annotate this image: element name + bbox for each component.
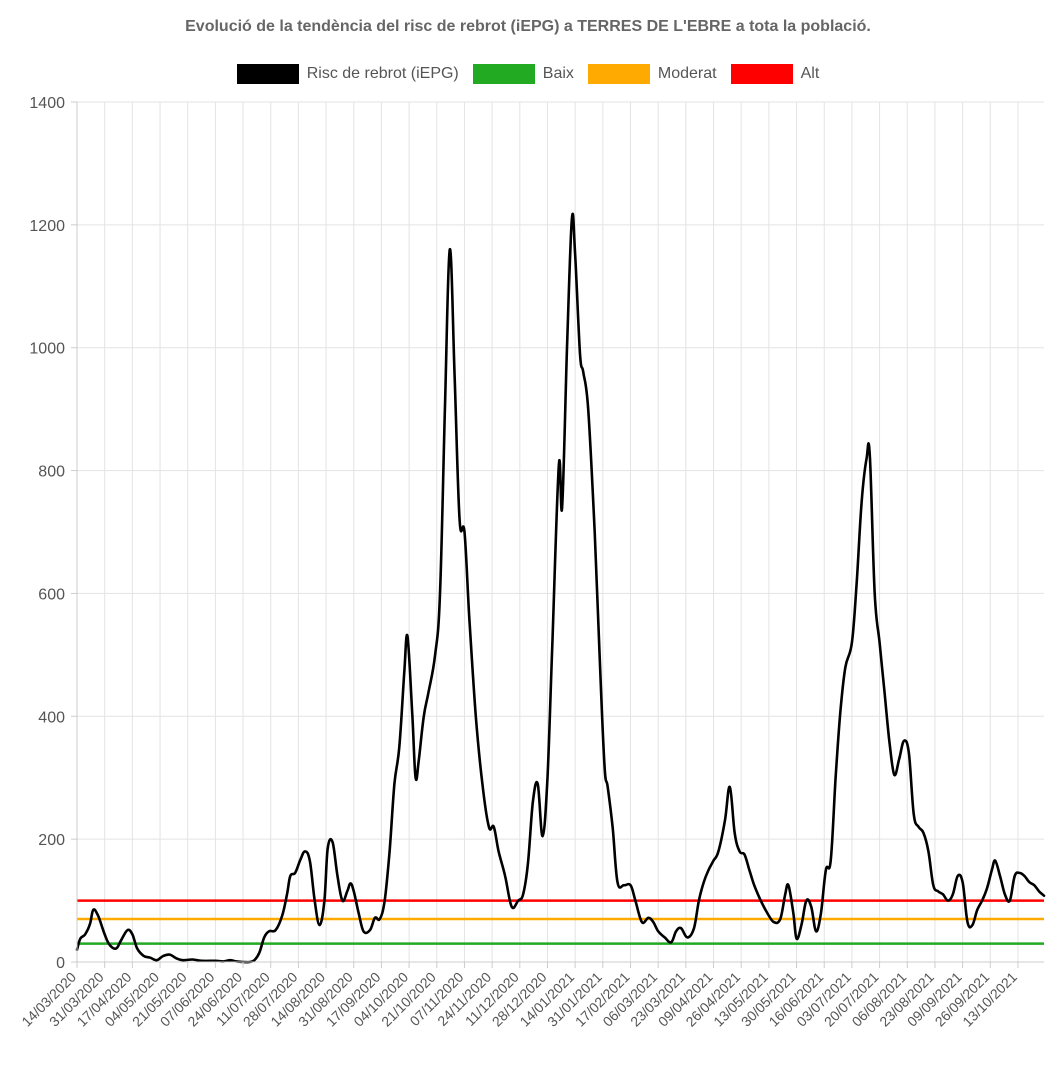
- y-tick-label-1000: 1000: [29, 341, 65, 358]
- legend-item-baix[interactable]: Baix: [472, 64, 574, 84]
- legend-swatch-alt: [730, 64, 793, 84]
- y-tick-label-0: 0: [56, 955, 65, 972]
- y-tick-label-600: 600: [38, 586, 65, 603]
- legend-item-moderat[interactable]: Moderat: [587, 64, 717, 84]
- legend-swatch-moderat: [587, 64, 650, 84]
- legend-swatch-iepg: [236, 64, 299, 84]
- y-tick-label-200: 200: [38, 832, 65, 849]
- legend: Risc de rebrot (iEPG) Baix Moderat Alt: [0, 64, 1056, 84]
- series-line-iepg: [75, 212, 1046, 964]
- legend-label-iepg: Risc de rebrot (iEPG): [306, 65, 459, 82]
- y-tick-label-1400: 1400: [29, 95, 65, 112]
- legend-label-moderat: Moderat: [657, 65, 717, 82]
- chart-title: Evolució de la tendència del risc de reb…: [185, 18, 871, 35]
- legend-swatch-baix: [472, 64, 535, 84]
- legend-item-iepg[interactable]: Risc de rebrot (iEPG): [236, 64, 459, 84]
- y-tick-label-800: 800: [38, 464, 65, 481]
- legend-item-alt[interactable]: Alt: [730, 64, 820, 84]
- legend-label-alt: Alt: [800, 65, 820, 82]
- y-tick-label-1200: 1200: [29, 218, 65, 235]
- y-tick-label-400: 400: [38, 709, 65, 726]
- legend-label-baix: Baix: [542, 65, 574, 82]
